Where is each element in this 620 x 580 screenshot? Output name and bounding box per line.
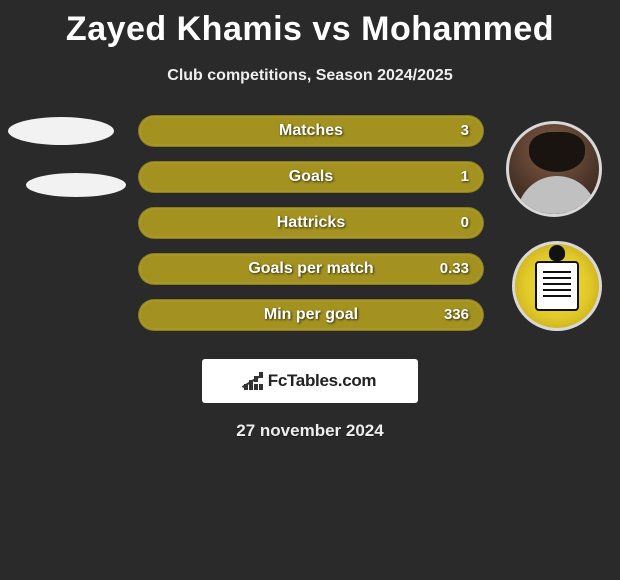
page-subtitle: Club competitions, Season 2024/2025 <box>0 67 620 85</box>
logo-text: FcTables.com <box>268 371 377 391</box>
stat-row-goals: Goals 1 <box>138 161 484 193</box>
stat-row-min-per-goal: Min per goal 336 <box>138 299 484 331</box>
stats-area: Matches 3 Goals 1 Hattricks 0 Goals per … <box>0 115 620 355</box>
stat-row-matches: Matches 3 <box>138 115 484 147</box>
stat-value: 3 <box>461 116 469 146</box>
left-shape-2 <box>26 173 126 197</box>
right-player-avatars <box>506 121 602 331</box>
bar-chart-icon <box>244 372 266 390</box>
stat-value: 1 <box>461 162 469 192</box>
stat-label: Min per goal <box>139 300 483 330</box>
stat-row-hattricks: Hattricks 0 <box>138 207 484 239</box>
stat-label: Hattricks <box>139 208 483 238</box>
stat-value: 0.33 <box>440 254 469 284</box>
left-player-placeholder <box>8 117 126 197</box>
page-title: Zayed Khamis vs Mohammed <box>0 0 620 49</box>
club-badge-inner <box>535 261 579 311</box>
stat-bars: Matches 3 Goals 1 Hattricks 0 Goals per … <box>138 115 484 345</box>
player-photo-avatar <box>506 121 602 217</box>
stat-value: 336 <box>444 300 469 330</box>
stat-label: Goals per match <box>139 254 483 284</box>
left-shape-1 <box>8 117 114 145</box>
stat-value: 0 <box>461 208 469 238</box>
fctables-logo[interactable]: FcTables.com <box>202 359 418 403</box>
stat-label: Goals <box>139 162 483 192</box>
stat-row-goals-per-match: Goals per match 0.33 <box>138 253 484 285</box>
comparison-widget: Zayed Khamis vs Mohammed Club competitio… <box>0 0 620 580</box>
date-label: 27 november 2024 <box>0 421 620 441</box>
stat-label: Matches <box>139 116 483 146</box>
club-badge-avatar <box>512 241 602 331</box>
